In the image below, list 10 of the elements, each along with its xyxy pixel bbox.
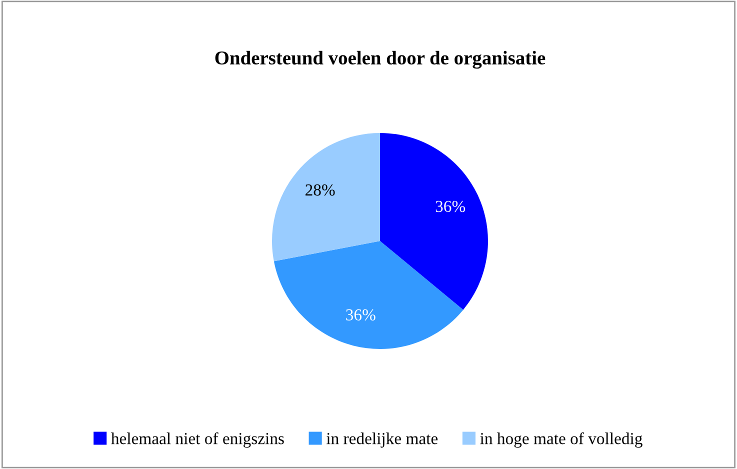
legend-label: in redelijke mate xyxy=(326,432,438,448)
data-label: 36% xyxy=(436,200,466,212)
legend-label: in hoge mate of volledig xyxy=(480,432,642,448)
pie-slice xyxy=(272,133,380,262)
pie-slice xyxy=(274,241,464,349)
pie-slice xyxy=(380,133,488,310)
chart-title: Ondersteund voelen door de organisatie xyxy=(215,50,546,69)
legend-label: helemaal niet of enigszins xyxy=(111,432,284,448)
data-label: 36% xyxy=(346,309,376,321)
data-label: 28% xyxy=(306,184,335,196)
